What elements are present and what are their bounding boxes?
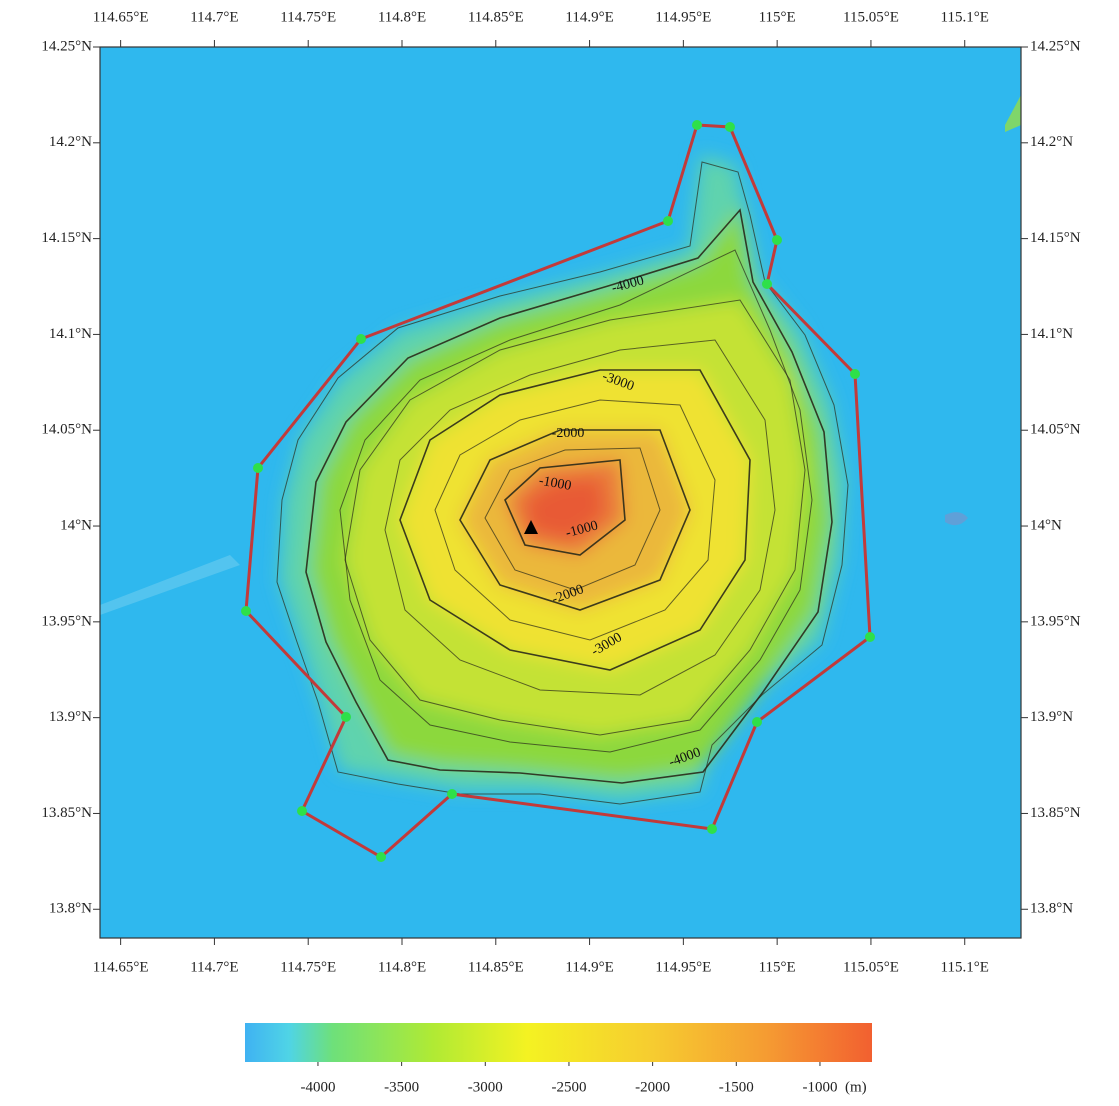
x-tick-label: 114.7°E [190,959,238,975]
x-tick-label: 114.85°E [468,959,524,975]
colorbar-tick-label: -3500 [384,1079,419,1095]
colorbar-tick-label: -1500 [719,1079,754,1095]
x-tick-label: 115.05°E [843,959,899,975]
y-tick-label: 14.15°N [41,230,92,246]
x-tick-label: 114.9°E [565,9,613,25]
y-tick-label: 14°N [60,517,92,533]
y-tick-label: 13.95°N [1030,613,1081,629]
x-tick-label: 114.85°E [468,9,524,25]
x-tick-label: 114.65°E [93,959,149,975]
bathymetry [100,47,1021,938]
page: (m) 114.65°E 114.65°E 114.7°E 114.7°E 114.75… [0,0,1119,1106]
x-tick-label: 114.65°E [93,9,149,25]
colorbar-tick-label: -1000 [802,1079,837,1095]
contour-label: -2000 [552,426,585,441]
y-tick-label: 13.85°N [1030,805,1081,821]
y-tick-label: 14.1°N [1030,326,1073,342]
y-tick-label: 14.1°N [49,326,92,342]
x-tick-label: 114.7°E [190,9,238,25]
y-tick-label: 14.15°N [1030,230,1081,246]
colorbar-unit: (m) [845,1079,867,1095]
y-tick-label: 13.95°N [41,613,92,629]
map-figure: (m) 114.65°E 114.65°E 114.7°E 114.7°E 114.75… [0,0,1119,1106]
x-tick-label: 114.8°E [378,959,426,975]
y-tick-label: 14.25°N [1030,38,1081,54]
colorbar-tick-label: -3000 [468,1079,503,1095]
x-tick-label: 114.95°E [655,9,711,25]
x-tick-label: 114.9°E [565,959,613,975]
x-tick-label: 114.8°E [378,9,426,25]
colorbar-tick-label: -4000 [300,1079,335,1095]
y-tick-label: 14°N [1030,517,1062,533]
y-tick-label: 14.05°N [1030,422,1081,438]
y-tick-label: 13.9°N [1030,709,1073,725]
colorbar-tick-label: -2000 [635,1079,670,1095]
y-tick-label: 13.9°N [49,709,92,725]
x-tick-label: 114.75°E [280,9,336,25]
y-tick-label: 14.2°N [1030,134,1073,150]
colorbar-tick-label: -2500 [551,1079,586,1095]
colorbar [245,1023,872,1062]
y-tick-label: 13.8°N [1030,901,1073,917]
y-tick-label: 13.85°N [41,805,92,821]
x-tick-label: 115°E [759,9,796,25]
x-tick-label: 114.95°E [655,959,711,975]
x-tick-label: 115°E [759,959,796,975]
y-tick-label: 14.05°N [41,422,92,438]
x-tick-label: 115.1°E [941,9,989,25]
y-tick-label: 14.2°N [49,134,92,150]
x-tick-label: 115.1°E [941,959,989,975]
x-tick-label: 115.05°E [843,9,899,25]
x-tick-label: 114.75°E [280,959,336,975]
y-tick-label: 14.25°N [41,38,92,54]
y-tick-label: 13.8°N [49,901,92,917]
